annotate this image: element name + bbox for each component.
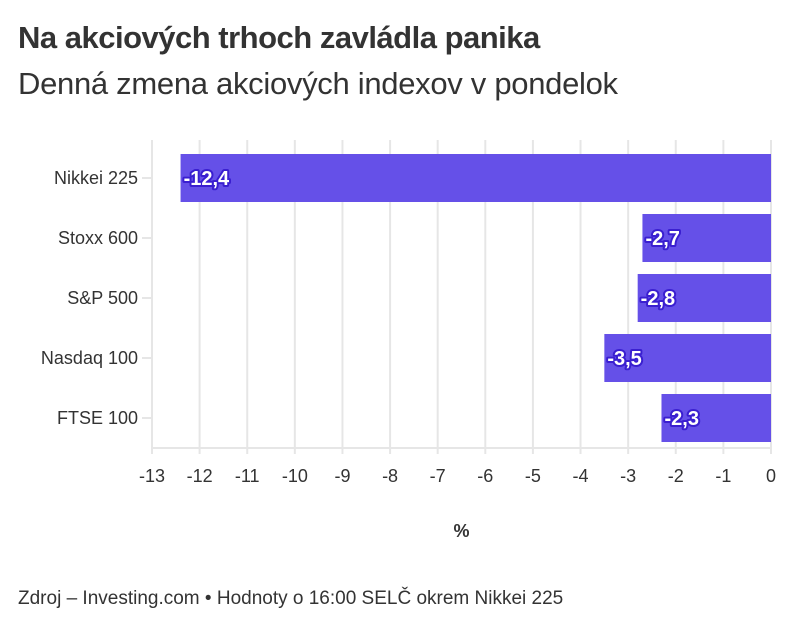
x-tick-label: -7 xyxy=(430,466,446,486)
x-tick-label: -4 xyxy=(573,466,589,486)
x-tick-label: -1 xyxy=(715,466,731,486)
chart-subtitle: Denná zmena akciových indexov v pondelok xyxy=(18,66,618,101)
x-tick-label: -13 xyxy=(139,466,165,486)
category-label: S&P 500 xyxy=(67,288,138,308)
x-tick-label: -9 xyxy=(334,466,350,486)
bar xyxy=(604,334,771,382)
bar xyxy=(180,154,772,202)
bar xyxy=(661,394,771,442)
x-tick-label: -10 xyxy=(282,466,308,486)
category-label: Nasdaq 100 xyxy=(41,348,138,368)
data-label: -2,7 xyxy=(645,228,679,250)
bar xyxy=(642,214,771,262)
data-label: -3,5 xyxy=(607,348,641,370)
bar xyxy=(637,274,771,322)
x-tick-label: -8 xyxy=(382,466,398,486)
x-tick-label: -11 xyxy=(235,466,260,486)
x-tick-label: -2 xyxy=(668,466,684,486)
category-label: Nikkei 225 xyxy=(54,168,138,188)
source-note: Zdroj – Investing.com • Hodnoty o 16:00 … xyxy=(18,588,564,609)
x-tick-label: -3 xyxy=(620,466,636,486)
x-tick-label: -5 xyxy=(525,466,541,486)
category-label: Stoxx 600 xyxy=(58,228,138,248)
x-tick-label: -6 xyxy=(477,466,493,486)
category-label: FTSE 100 xyxy=(57,408,138,428)
data-label: -12,4 xyxy=(184,168,230,190)
x-tick-label: -12 xyxy=(187,466,213,486)
data-label: -2,8 xyxy=(641,288,675,310)
x-axis-title: % xyxy=(453,521,469,541)
x-tick-label: 0 xyxy=(766,466,776,486)
chart-title: Na akciových trhoch zavládla panika xyxy=(18,20,540,55)
data-label: -2,3 xyxy=(664,408,698,430)
